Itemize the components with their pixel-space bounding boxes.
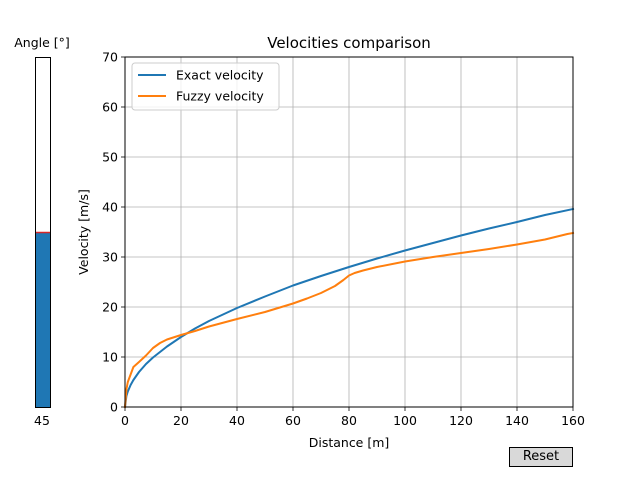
x-tick-label: 0: [121, 413, 129, 428]
x-tick-label: 120: [449, 413, 473, 428]
x-tick-label: 100: [393, 413, 417, 428]
legend-label-fuzzy: Fuzzy velocity: [176, 89, 264, 104]
legend-label-exact: Exact velocity: [176, 68, 264, 83]
slider-track[interactable]: [35, 57, 51, 408]
y-axis-ticks: 0 10 20 30 40 50 60 70: [102, 50, 125, 415]
y-tick-label: 30: [102, 250, 118, 265]
slider-label: Angle [°]: [14, 35, 70, 50]
x-tick-label: 20: [173, 413, 189, 428]
x-axis-label: Distance [m]: [309, 435, 390, 450]
y-axis-label: Velocity [m/s]: [76, 189, 91, 275]
x-tick-label: 40: [229, 413, 245, 428]
y-tick-label: 10: [102, 350, 118, 365]
angle-slider[interactable]: Angle [°] 45: [14, 35, 70, 428]
velocity-chart: 0 20 40 60 80 100 120 140 160 0 10 20 30 40 50 60 70 Ve…: [76, 34, 585, 450]
y-tick-label: 50: [102, 150, 118, 165]
x-tick-label: 140: [505, 413, 529, 428]
series-line-fuzzy: [123, 231, 575, 409]
y-tick-label: 20: [102, 300, 118, 315]
series-layer: [123, 207, 575, 409]
reset-button[interactable]: Reset: [509, 447, 573, 467]
y-tick-label: 70: [102, 50, 118, 65]
chart-title: Velocities comparison: [267, 34, 431, 52]
x-tick-label: 60: [285, 413, 301, 428]
slider-value-label: 45: [34, 413, 50, 428]
x-tick-label: 80: [341, 413, 357, 428]
x-axis-ticks: 0 20 40 60 80 100 120 140 160: [121, 407, 585, 428]
series-line-exact: [123, 207, 575, 409]
x-tick-label: 160: [561, 413, 585, 428]
grid-lines: [125, 57, 573, 407]
y-tick-label: 0: [110, 400, 118, 415]
legend-box: [131, 62, 280, 111]
legend: Exact velocity Fuzzy velocity: [131, 62, 280, 111]
slider-fill: [35, 232, 51, 408]
y-tick-label: 60: [102, 100, 118, 115]
y-tick-label: 40: [102, 200, 118, 215]
